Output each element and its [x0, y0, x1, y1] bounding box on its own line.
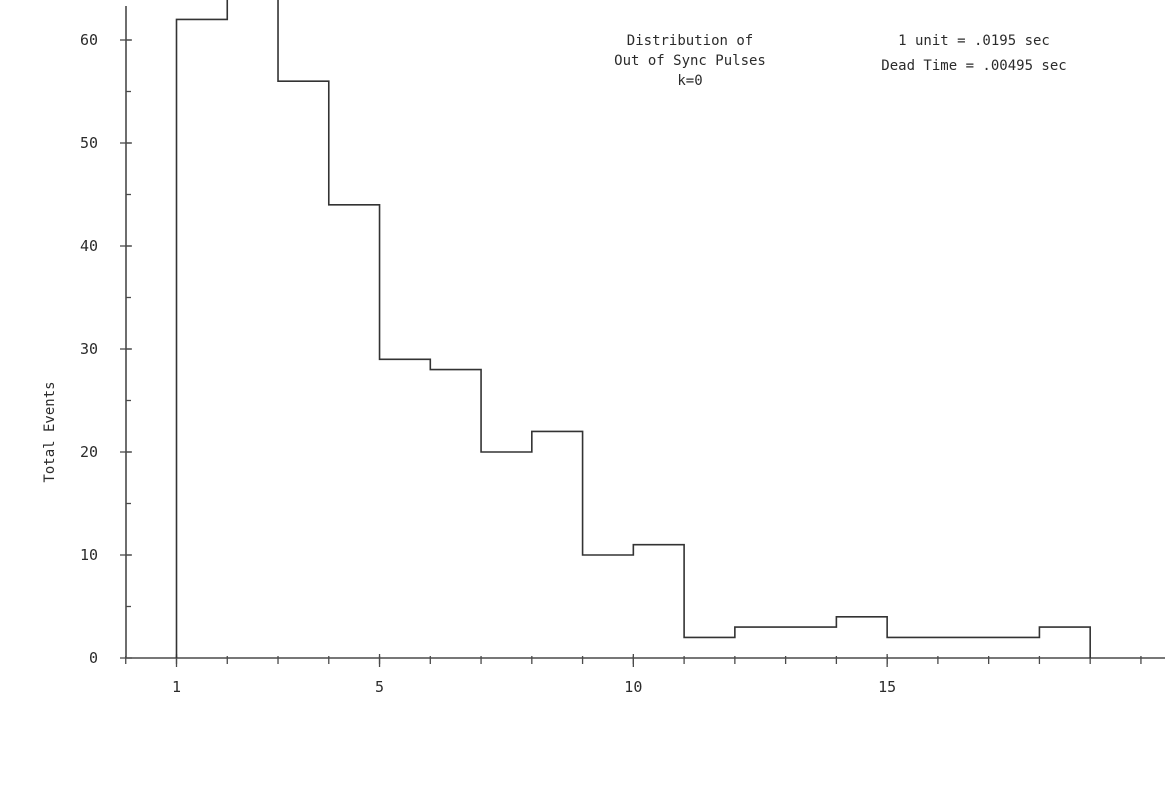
- units-note: 1 unit = .0195 sec: [898, 33, 1050, 49]
- histogram-bin: [380, 359, 431, 658]
- x-tick-label: 10: [624, 678, 642, 696]
- chart-title-line-2: Out of Sync Pulses: [614, 53, 766, 69]
- y-tick-label: 50: [80, 134, 98, 152]
- histogram-bin: [633, 545, 684, 658]
- histogram-bins: [177, 0, 1091, 658]
- histogram-bin: [329, 205, 380, 658]
- histogram-bin: [583, 555, 634, 658]
- x-tick-label: 5: [375, 678, 384, 696]
- dead-time-note: Dead Time = .00495 sec: [881, 58, 1066, 74]
- y-tick-label: 0: [89, 649, 98, 667]
- histogram-bin: [887, 637, 938, 658]
- histogram-bin: [177, 19, 228, 658]
- y-tick-label: 60: [80, 31, 98, 49]
- chart-title-line-3: k=0: [677, 73, 702, 89]
- histogram-bin: [938, 637, 989, 658]
- x-tick-labels: 1 5 10 15: [172, 654, 896, 696]
- histogram-bin: [786, 627, 837, 658]
- y-tick-label: 10: [80, 546, 98, 564]
- y-tick-label: 30: [80, 340, 98, 358]
- chart-title-line-1: Distribution of: [627, 33, 753, 49]
- histogram-bin: [227, 0, 278, 658]
- axes: [125, 6, 1165, 659]
- y-tick-label: 40: [80, 237, 98, 255]
- histogram-bin: [532, 431, 583, 658]
- histogram-bin: [989, 637, 1040, 658]
- x-tick-label: 1: [172, 678, 181, 696]
- x-tick-label: 15: [878, 678, 896, 696]
- histogram-bin: [735, 627, 786, 658]
- histogram-bin: [278, 81, 329, 658]
- histogram-bin: [684, 637, 735, 658]
- histogram-bin: [430, 370, 481, 658]
- histogram-bin: [836, 617, 887, 658]
- y-tick-label: 20: [80, 443, 98, 461]
- histogram-bin: [481, 452, 532, 658]
- histogram-step-line: [175, 0, 1091, 658]
- y-tick-labels: 010203040506070: [80, 31, 132, 667]
- histogram-bin: [1039, 627, 1090, 658]
- y-axis-label: Total Events: [42, 381, 58, 482]
